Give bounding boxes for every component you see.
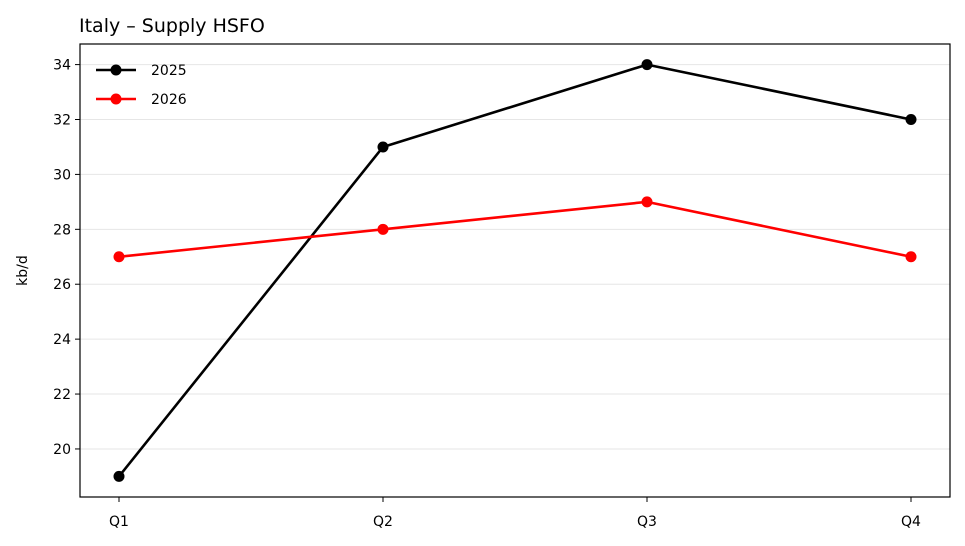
data-point [641,196,653,208]
x-tick-label: Q4 [901,514,921,530]
grid-lines [80,64,950,450]
plot-area-frame [79,43,951,498]
y-axis: 20 22 24 26 28 30 32 34 [53,58,80,458]
data-point [905,251,917,263]
x-tick-label: Q1 [109,514,129,530]
x-axis: Q1 Q2 Q3 Q4 [109,497,921,530]
series-layer [113,59,917,482]
data-point [377,223,389,235]
legend: 2025 2026 [96,63,187,108]
legend-marker [110,93,122,105]
data-point [377,141,389,153]
series-line [118,200,912,259]
series-line [117,63,912,478]
data-point [641,59,653,71]
x-tick-label: Q3 [637,514,657,530]
legend-label: 2025 [151,63,187,79]
series-2025 [113,59,917,482]
legend-marker [110,64,122,76]
y-axis-label: kb/d [15,255,31,286]
data-point [113,251,125,263]
series-2026 [113,196,917,263]
y-tick-label: 30 [53,167,71,183]
x-tick-label: Q2 [373,514,393,530]
y-tick-label: 28 [53,222,71,238]
y-tick-label: 32 [53,113,71,129]
data-point [113,470,125,482]
y-tick-label: 20 [53,442,71,458]
y-tick-label: 26 [53,277,71,293]
y-tick-label: 22 [53,387,71,403]
legend-item: 2026 [96,92,187,108]
legend-label: 2026 [151,92,187,108]
data-point [905,114,917,125]
chart-title: Italy – Supply HSFO [79,15,265,37]
y-tick-label: 34 [53,58,71,74]
legend-item: 2025 [96,63,187,79]
y-tick-label: 24 [53,332,71,348]
